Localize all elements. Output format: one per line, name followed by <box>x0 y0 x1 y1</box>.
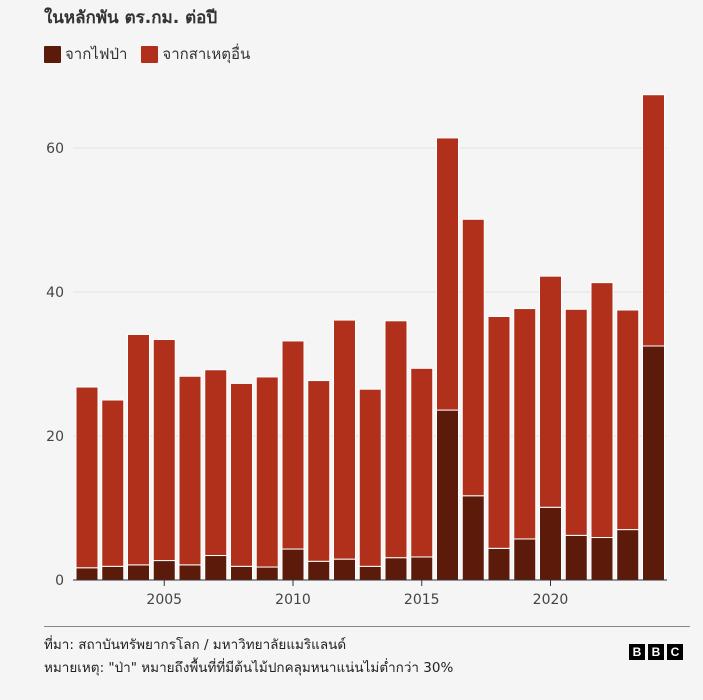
bar-other <box>513 308 537 540</box>
bar-fire <box>255 566 279 581</box>
x-tick-label: 2010 <box>275 592 311 608</box>
bbc-logo: B B C <box>629 644 686 660</box>
bar-fire <box>384 557 408 581</box>
bar-other <box>539 275 562 508</box>
bar-fire <box>616 529 640 581</box>
bbc-logo-letter: C <box>667 644 683 660</box>
bar-fire <box>101 565 125 581</box>
bar-fire <box>461 495 485 581</box>
bar-fire <box>642 345 665 581</box>
bar-fire <box>204 555 228 581</box>
legend-label-other: จากสาเหตุอื่น <box>162 45 251 63</box>
bbc-logo-letter: B <box>629 644 645 660</box>
y-tick-label: 20 <box>46 429 64 445</box>
bar-fire <box>281 548 305 581</box>
chart-legend: จากไฟป่า จากสาเหตุอื่น <box>44 42 264 66</box>
bar-other <box>642 94 665 347</box>
bar-other <box>358 388 382 567</box>
bar-other <box>461 218 485 497</box>
legend-swatch-fire <box>44 45 61 63</box>
bar-other <box>178 375 202 566</box>
bar-other <box>436 137 459 411</box>
bar-other <box>384 320 408 559</box>
bar-other <box>152 339 176 562</box>
legend-item-other: จากสาเหตุอื่น <box>141 42 250 66</box>
x-tick-label: 2005 <box>146 592 182 608</box>
bar-other <box>204 369 228 557</box>
bar-fire <box>178 564 202 581</box>
bar-other <box>127 333 150 566</box>
bar-fire <box>487 547 511 581</box>
bar-other <box>75 386 99 569</box>
bar-other <box>230 382 253 567</box>
y-tick-label: 60 <box>46 141 64 157</box>
bar-other <box>101 399 125 567</box>
bar-fire <box>333 558 356 581</box>
bar-fire <box>75 567 99 581</box>
stacked-bar-chart: 0 20 40 60 2005 2010 2015 2020 <box>46 94 667 608</box>
bar-fire <box>539 506 562 581</box>
footer: ที่มา: สถาบันทรัพยากรโลก / มหาวิทยาลัยแม… <box>44 634 453 680</box>
footer-divider <box>44 626 690 627</box>
bbc-logo-letter: B <box>648 644 664 660</box>
bar-fire <box>152 560 176 581</box>
bar-fire <box>307 560 331 581</box>
bar-other <box>616 309 640 531</box>
bar-other <box>333 319 356 560</box>
x-tick-label: 2020 <box>533 592 569 608</box>
legend-swatch-other <box>141 45 159 63</box>
bar-fire <box>230 565 253 581</box>
bar-fire <box>410 556 434 581</box>
legend-label-fire: จากไฟป่า <box>65 45 128 63</box>
bar-fire <box>127 564 150 581</box>
note-text: หมายเหตุ: "ป่า" หมายถึงพื้นที่ที่มีต้นไม… <box>44 660 454 676</box>
bar-other <box>410 367 434 558</box>
bar-fire <box>564 534 588 581</box>
bar-fire <box>436 409 459 581</box>
bar-other <box>307 380 331 562</box>
bar-fire <box>513 538 537 581</box>
chart-subtitle: ในหลักพัน ตร.กม. ต่อปี <box>44 8 218 28</box>
bar-fire <box>358 565 382 581</box>
bar-other <box>255 376 279 568</box>
x-tick-label: 2015 <box>404 592 440 608</box>
bar-other <box>564 308 588 536</box>
bar-other <box>281 340 305 550</box>
source-text: ที่มา: สถาบันทรัพยากรโลก / มหาวิทยาลัยแม… <box>44 637 347 653</box>
y-tick-label: 40 <box>46 285 64 301</box>
y-tick-label: 0 <box>55 573 64 589</box>
bar-other <box>487 315 511 549</box>
legend-item-fire: จากไฟป่า <box>44 42 127 66</box>
bar-fire <box>590 537 614 581</box>
bar-other <box>590 282 614 539</box>
